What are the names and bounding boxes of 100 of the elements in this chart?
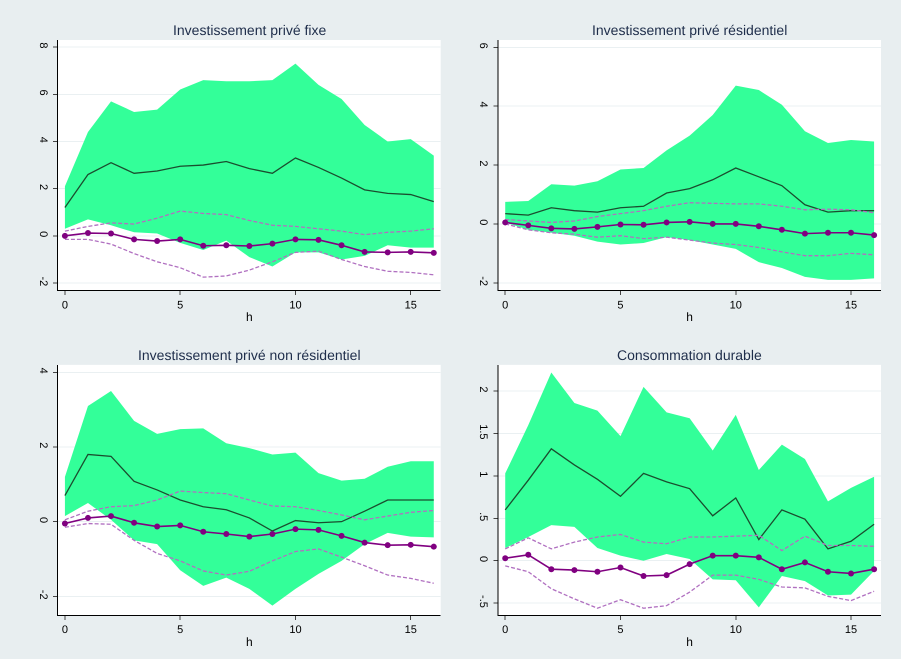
point bbox=[640, 222, 647, 228]
line-series bbox=[504, 448, 875, 550]
x-tick-label: 0 bbox=[502, 299, 508, 312]
line-series bbox=[64, 210, 434, 236]
point bbox=[525, 222, 532, 228]
point bbox=[177, 522, 184, 528]
point bbox=[362, 540, 368, 546]
point bbox=[84, 230, 91, 236]
x-tick-label: 5 bbox=[617, 624, 624, 636]
point bbox=[848, 230, 854, 236]
point bbox=[108, 230, 114, 236]
point bbox=[430, 544, 437, 550]
point bbox=[502, 219, 508, 226]
x-tick-label: 5 bbox=[617, 299, 624, 312]
point bbox=[686, 218, 693, 225]
line-series bbox=[504, 565, 875, 609]
x-tick-label: 0 bbox=[62, 624, 68, 636]
point bbox=[710, 552, 716, 559]
y-tick-label: 1.5 bbox=[477, 424, 490, 440]
point bbox=[223, 530, 230, 537]
point bbox=[594, 224, 600, 230]
y-tick-label: 2 bbox=[477, 160, 490, 166]
point bbox=[177, 236, 184, 242]
point bbox=[338, 532, 345, 539]
point bbox=[686, 561, 693, 568]
y-tick-label: 1 bbox=[477, 471, 490, 478]
point bbox=[778, 566, 785, 572]
point bbox=[640, 572, 647, 579]
point bbox=[871, 566, 878, 572]
y-tick-label: 4 bbox=[36, 136, 49, 143]
x-tick-label: 15 bbox=[404, 299, 417, 312]
point bbox=[571, 567, 578, 574]
y-tick-label: 2 bbox=[36, 442, 49, 448]
point bbox=[548, 225, 554, 232]
chart-title: Investissement privé fixe bbox=[173, 22, 326, 38]
point bbox=[778, 226, 785, 233]
point bbox=[710, 220, 716, 227]
point bbox=[848, 570, 854, 576]
point bbox=[269, 530, 276, 537]
x-tick-label: 10 bbox=[730, 299, 742, 312]
y-tick-label: 6 bbox=[36, 90, 49, 96]
y-tick-label: 6 bbox=[477, 42, 490, 49]
x-axis-title: h bbox=[246, 635, 253, 650]
point bbox=[548, 566, 554, 572]
point bbox=[732, 220, 739, 227]
x-tick-label: 15 bbox=[844, 624, 858, 636]
point bbox=[430, 250, 437, 256]
x-tick-label: 5 bbox=[177, 299, 184, 312]
line-series bbox=[504, 534, 875, 552]
y-tick-label: -2 bbox=[477, 276, 490, 286]
point bbox=[802, 559, 808, 566]
point bbox=[502, 555, 508, 562]
point bbox=[154, 238, 160, 244]
point bbox=[824, 568, 831, 575]
point bbox=[571, 226, 578, 232]
point bbox=[292, 236, 298, 242]
y-tick-label: 8 bbox=[36, 42, 49, 48]
point bbox=[756, 554, 762, 560]
x-tick-label: 0 bbox=[62, 299, 68, 312]
x-axis-title: h bbox=[246, 310, 253, 324]
point bbox=[84, 514, 91, 521]
point bbox=[408, 542, 414, 548]
point bbox=[525, 552, 532, 558]
y-tick-label: 0 bbox=[477, 219, 490, 226]
line-series bbox=[64, 157, 434, 208]
y-tick-label: 4 bbox=[477, 101, 490, 108]
point bbox=[384, 542, 391, 548]
point bbox=[316, 526, 322, 533]
x-tick-label: 10 bbox=[289, 624, 302, 636]
point bbox=[316, 236, 322, 243]
x-tick-label: 5 bbox=[177, 624, 184, 636]
y-tick-label: 2 bbox=[477, 386, 490, 393]
point bbox=[154, 524, 160, 530]
point bbox=[223, 242, 230, 248]
point bbox=[664, 219, 670, 226]
point bbox=[362, 248, 368, 255]
point bbox=[664, 572, 670, 578]
x-tick-label: 0 bbox=[502, 624, 508, 636]
point bbox=[269, 240, 276, 247]
point bbox=[871, 232, 878, 238]
point bbox=[732, 552, 739, 559]
point bbox=[408, 248, 414, 255]
point bbox=[246, 534, 252, 540]
point bbox=[338, 242, 345, 248]
point bbox=[62, 520, 68, 527]
x-tick-label: 15 bbox=[404, 624, 417, 636]
x-tick-label: 10 bbox=[730, 624, 742, 636]
chart-title: Investissement privé résidentiel bbox=[592, 22, 788, 38]
y-tick-label: .5 bbox=[477, 512, 490, 522]
point bbox=[594, 568, 600, 575]
y-tick-label: 0 bbox=[36, 516, 49, 524]
point bbox=[200, 242, 206, 249]
line-series bbox=[504, 167, 875, 216]
x-tick-label: 15 bbox=[844, 299, 858, 312]
point bbox=[131, 236, 138, 242]
y-tick-label: 0 bbox=[36, 231, 49, 238]
chart-title: Consommation durable bbox=[617, 347, 762, 363]
chart-title: Investissement privé non résidentiel bbox=[138, 347, 361, 363]
point bbox=[131, 520, 138, 526]
point bbox=[824, 230, 831, 236]
